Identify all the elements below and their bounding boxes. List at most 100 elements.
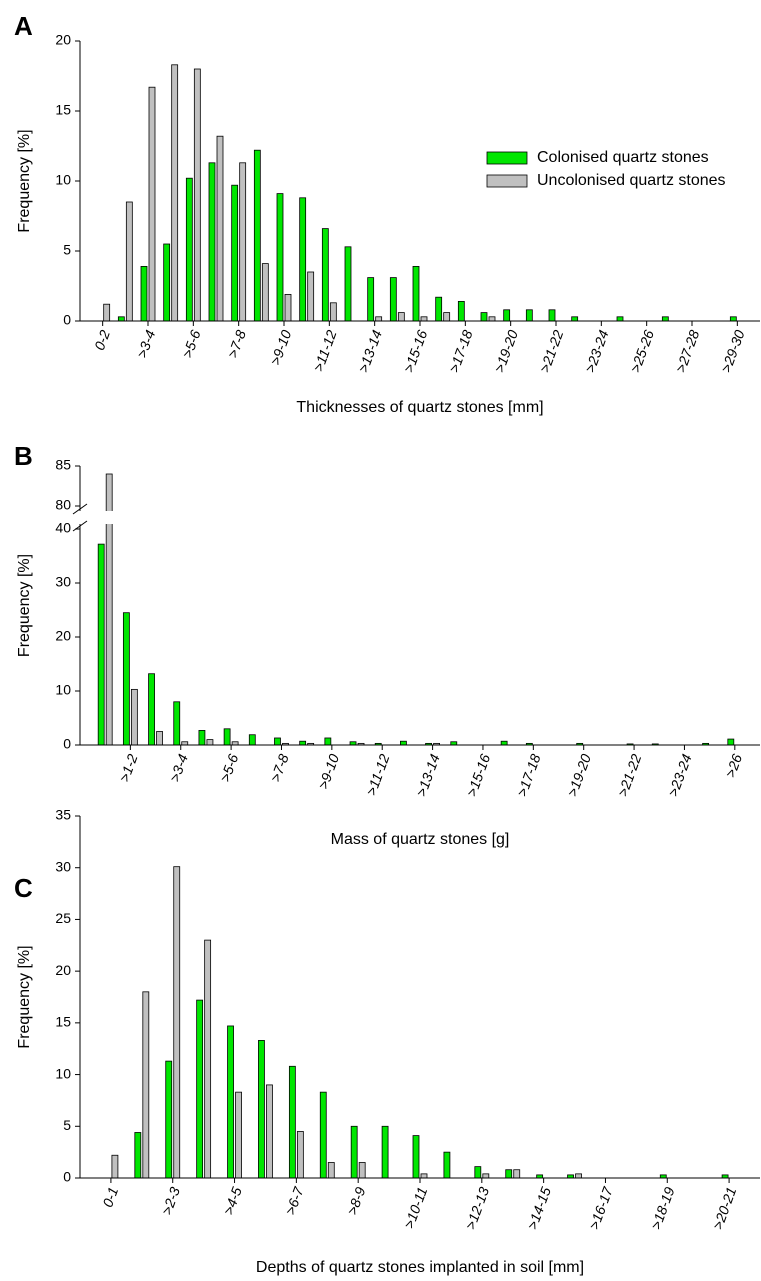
bar [148, 673, 155, 746]
x-tick-label: >3-4 [134, 328, 159, 360]
bar [350, 1125, 358, 1179]
legend-label: Colonised quartz stones [537, 149, 709, 166]
y-tick-label: 10 [55, 682, 71, 698]
bar [513, 1169, 521, 1179]
bar [122, 612, 130, 746]
legend-swatch [486, 151, 528, 165]
bar [488, 316, 496, 322]
bar [575, 1173, 582, 1179]
bar [327, 1162, 335, 1179]
x-tick-label: >11-12 [363, 752, 393, 798]
bar [125, 201, 133, 322]
x-tick-label: >18-19 [647, 1185, 677, 1232]
bar [319, 1091, 327, 1179]
bar [288, 1065, 296, 1179]
bar [381, 1125, 389, 1179]
bar [231, 184, 239, 322]
bar [307, 271, 315, 322]
bar [206, 739, 214, 746]
bar [193, 68, 201, 322]
x-tick-label: >9-10 [267, 328, 294, 368]
y-tick-label: 15 [55, 102, 71, 118]
bar [156, 731, 163, 746]
x-tick-label: >7-8 [267, 752, 292, 784]
bar [142, 991, 150, 1179]
bar [134, 1132, 142, 1179]
bar [525, 309, 533, 322]
x-tick-label: >12-13 [462, 1185, 492, 1232]
bar [616, 316, 624, 322]
x-tick-label: 0-2 [91, 328, 113, 353]
bar [165, 1060, 173, 1179]
x-tick-label: >10-11 [401, 1185, 431, 1231]
x-tick-label: >5-6 [179, 328, 204, 360]
y-tick-label: 25 [55, 910, 71, 926]
bar [97, 543, 105, 746]
bar [227, 1025, 234, 1179]
y-tick-label: 30 [55, 858, 71, 874]
y-tick-label: 5 [63, 242, 71, 258]
axis-break [72, 511, 760, 524]
x-tick-label: >21-22 [614, 752, 644, 799]
bar [480, 312, 488, 322]
y-tick-label: 0 [63, 312, 71, 328]
x-tick-label: >25-26 [627, 328, 657, 375]
x-tick-label: >27-28 [672, 328, 702, 375]
x-tick-label: >16-17 [586, 1184, 616, 1232]
y-tick-label: 35 [55, 807, 71, 823]
y-axis-title: Frequency [%] [16, 554, 33, 657]
x-tick-label: >19-20 [491, 328, 521, 375]
bar [329, 302, 337, 322]
x-tick-label: >20-21 [709, 1185, 739, 1232]
bar [196, 999, 204, 1179]
x-tick-label: >3-4 [166, 752, 191, 784]
bar [163, 243, 171, 322]
bar [412, 1135, 420, 1179]
y-tick-label: 85 [55, 457, 71, 473]
bar [420, 1173, 428, 1179]
x-axis-title: Mass of quartz stones [g] [331, 831, 510, 848]
bar [185, 177, 193, 322]
bar [324, 737, 332, 746]
bar [204, 939, 212, 1179]
x-tick-label: >17-18 [514, 752, 544, 799]
bar [299, 197, 307, 322]
bar [140, 265, 148, 322]
bar [173, 866, 181, 1179]
y-axis-title: Frequency [%] [16, 129, 33, 232]
panel-label: B [14, 441, 33, 471]
bar [299, 740, 307, 746]
bar [548, 309, 556, 322]
bar [389, 277, 397, 322]
bar [375, 316, 383, 322]
legend-label: Uncolonised quartz stones [537, 172, 726, 189]
bar [276, 193, 284, 322]
bar [117, 316, 125, 322]
bar [571, 316, 579, 322]
x-tick-label: >7-8 [224, 328, 249, 360]
x-tick-label: >29-30 [718, 328, 748, 375]
y-tick-label: 40 [55, 520, 71, 536]
panel-label: C [14, 873, 33, 903]
bar [457, 300, 465, 322]
bar [344, 246, 352, 322]
bar [435, 296, 443, 322]
bar [443, 1151, 451, 1179]
y-tick-label: 10 [55, 1065, 71, 1081]
bar [274, 737, 281, 746]
y-tick-label: 10 [55, 172, 71, 188]
bar [258, 1040, 265, 1179]
x-tick-label: >26 [722, 752, 745, 780]
bar [321, 228, 329, 322]
bar [235, 1091, 242, 1179]
x-tick-label: >1-2 [116, 752, 141, 784]
bar [358, 1162, 366, 1179]
bar [198, 730, 206, 746]
bar [296, 1131, 304, 1179]
y-tick-label: 15 [55, 1014, 71, 1030]
y-tick-label: 20 [55, 32, 71, 48]
bar [216, 135, 224, 322]
bar [173, 701, 181, 746]
bar [248, 734, 256, 746]
legend-swatch [486, 174, 528, 188]
